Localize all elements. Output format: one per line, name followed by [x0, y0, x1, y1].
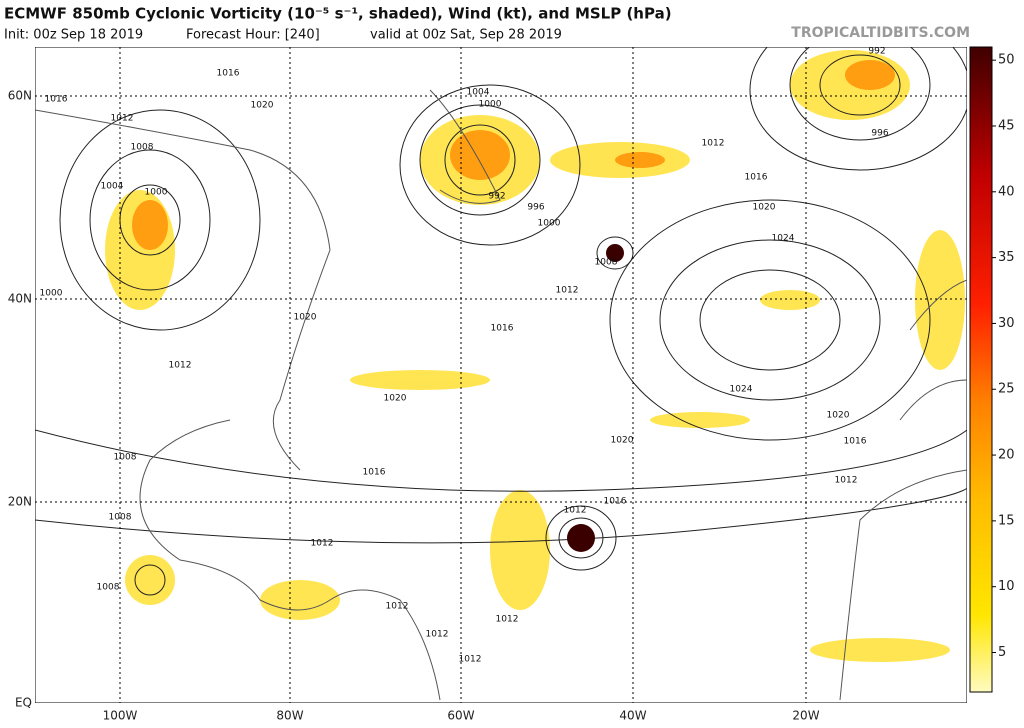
isobar-label: 1020 — [753, 203, 776, 213]
isobar-label: 1012 — [386, 602, 409, 612]
storm-core — [606, 244, 624, 262]
title: ECMWF 850mb Cyclonic Vorticity (10⁻⁵ s⁻¹… — [4, 5, 672, 23]
valid-time: valid at 00z Sat, Sep 28 2019 — [370, 28, 562, 43]
isobar-label: 1024 — [730, 385, 753, 395]
isobar-label: 1020 — [611, 436, 634, 446]
isobar-label: 1000 — [538, 219, 561, 229]
isobar-label: 1020 — [294, 313, 317, 323]
isobar-label: 1004 — [467, 88, 490, 98]
graticule — [35, 47, 967, 703]
colorbar-label: 45 — [998, 118, 1015, 133]
isobar-label: 1016 — [363, 468, 386, 478]
site-credit: TROPICALTIDBITS.COM — [791, 25, 970, 41]
isobar-label: 1012 — [459, 655, 482, 665]
isobar-label: 1012 — [311, 539, 334, 549]
colorbar-label: 20 — [998, 448, 1015, 463]
isobar-label: 1012 — [556, 286, 579, 296]
isobar-label: 1004 — [101, 182, 124, 192]
isobar-label: 1008 — [97, 583, 120, 593]
isobar-label: 996 — [527, 203, 544, 213]
lon-label: 80W — [276, 709, 303, 723]
lat-label: EQ — [15, 696, 32, 710]
isobar-label: 1020 — [827, 411, 850, 421]
isobar-label: 1020 — [384, 394, 407, 404]
colorbar-label: 10 — [998, 579, 1015, 594]
isobar-label: 996 — [871, 129, 888, 139]
isobar-label: 992 — [868, 47, 885, 57]
isobar-label: 1016 — [217, 69, 240, 79]
isobar-label: 1008 — [114, 453, 137, 463]
colorbar-label: 35 — [998, 250, 1015, 265]
isobar-label: 1000 — [40, 289, 63, 299]
isobar-label: 1020 — [251, 101, 274, 111]
isobar-label: 1016 — [45, 95, 68, 105]
isobar-label: 1000 — [479, 100, 502, 110]
isobar-label: 1008 — [109, 513, 132, 523]
isobar-label: 1012 — [564, 506, 587, 516]
isobar-label: 1016 — [604, 497, 627, 507]
lon-label: 40W — [619, 709, 646, 723]
isobar-label: 1016 — [844, 437, 867, 447]
isobar-label: 1012 — [496, 615, 519, 625]
lon-label: 60W — [447, 709, 474, 723]
colorbar-label: 15 — [998, 513, 1015, 528]
lat-label: 60N — [8, 89, 32, 103]
isobar-label: 1012 — [169, 361, 192, 371]
colorbar-label: 50 — [998, 53, 1015, 68]
isobar-label: 1008 — [131, 143, 154, 153]
isobar-label: 1024 — [772, 234, 795, 244]
isobar-label: 1012 — [835, 476, 858, 486]
isobar-label: 1008 — [595, 258, 618, 268]
map-area: 1016 1016 1020 1012 1008 1004 1000 1004 1000 992 9… — [35, 47, 967, 703]
lat-label: 20N — [8, 495, 32, 509]
isobar-label: 1000 — [145, 188, 168, 198]
colorbar — [969, 46, 993, 693]
init: Init: 00z Sep 18 2019 — [4, 28, 143, 43]
isobar-label: 1012 — [111, 114, 134, 124]
isobar-label: 1012 — [426, 630, 449, 640]
coastlines — [35, 89, 967, 701]
isobar-label: 992 — [488, 192, 505, 202]
hurricane-core — [567, 524, 595, 552]
isobar-labels: 1016 1016 1020 1012 1008 1004 1000 1004 1000 992 9… — [40, 47, 889, 665]
lon-label: 100W — [103, 709, 138, 723]
colorbar-label: 40 — [998, 184, 1015, 199]
lat-label: 40N — [8, 292, 32, 306]
isobar-label: 1016 — [491, 324, 514, 334]
colorbar-label: 5 — [998, 645, 1006, 660]
colorbar-label: 25 — [998, 382, 1015, 397]
colorbar-label: 30 — [998, 316, 1015, 331]
isobar-label: 1016 — [745, 173, 768, 183]
vorticity-shading — [105, 50, 965, 662]
lon-label: 20W — [792, 709, 819, 723]
forecast-hour: Forecast Hour: [240] — [186, 28, 320, 43]
isobars — [35, 47, 967, 596]
isobar-label: 1012 — [702, 139, 725, 149]
vorticity-core — [132, 60, 895, 250]
